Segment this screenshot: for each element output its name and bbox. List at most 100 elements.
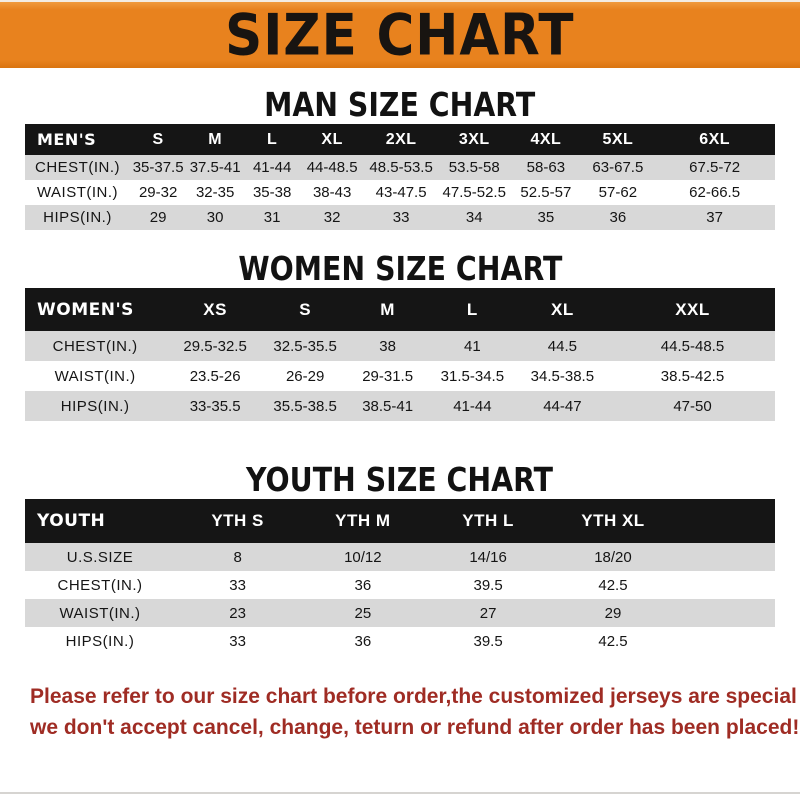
size-cell: 41	[430, 331, 515, 361]
size-cell: 35	[510, 205, 582, 230]
row-label: CHEST(IN.)	[25, 571, 175, 599]
women-header-row: WOMEN'S XS S M L XL XXL	[25, 288, 775, 331]
women-table-label: WOMEN'S	[25, 288, 166, 331]
size-cell: 23	[174, 599, 301, 627]
row-label: WAIST(IN.)	[25, 361, 166, 391]
size-cell: 29.5-32.5	[165, 331, 265, 361]
column-header: 4XL	[510, 124, 582, 155]
footer-note-line2: we don't accept cancel, change, teturn o…	[30, 716, 800, 739]
size-cell: 34	[438, 205, 511, 230]
size-cell: 39.5	[425, 627, 551, 655]
table-row: HIPS(IN.) 29 30 31 32 33 34 35 36 37	[25, 205, 775, 230]
size-cell: 33	[364, 205, 439, 230]
column-header: 5XL	[581, 124, 655, 155]
table-row: WAIST(IN.) 23.5-26 26-29 29-31.5 31.5-34…	[25, 361, 775, 391]
column-header: XS	[165, 288, 265, 331]
size-cell: 58-63	[510, 155, 582, 180]
size-cell: 44.5-48.5	[610, 331, 775, 361]
row-label: HIPS(IN.)	[25, 205, 130, 230]
size-cell: 44-48.5	[300, 155, 364, 180]
size-cell: 62-66.5	[654, 180, 775, 205]
size-cell: 57-62	[581, 180, 655, 205]
size-cell: 37.5-41	[186, 155, 244, 180]
size-cell: 35-37.5	[130, 155, 187, 180]
size-cell: 39.5	[425, 571, 551, 599]
row-label: U.S.SIZE	[25, 543, 175, 571]
table-row: WAIST(IN.) 23 25 27 29	[25, 599, 775, 627]
size-cell: 33	[174, 571, 301, 599]
column-header: YTH XL	[550, 499, 676, 543]
row-label: HIPS(IN.)	[25, 391, 166, 421]
youth-header-row: YOUTH YTH S YTH M YTH L YTH XL	[25, 499, 775, 543]
men-header-row: MEN'S S M L XL 2XL 3XL 4XL 5XL 6XL	[25, 124, 775, 155]
size-cell: 67.5-72	[654, 155, 775, 180]
size-cell: 34.5-38.5	[514, 361, 610, 391]
youth-size-table: YOUTH YTH S YTH M YTH L YTH XL U.S.SIZE …	[25, 499, 775, 655]
column-header: YTH S	[174, 499, 301, 543]
column-header: XL	[300, 124, 364, 155]
column-header: 2XL	[364, 124, 439, 155]
column-header: L	[430, 288, 515, 331]
youth-table-label: YOUTH	[25, 499, 175, 543]
size-cell: 33	[174, 627, 301, 655]
empty-cell	[675, 543, 775, 571]
table-row: HIPS(IN.) 33-35.5 35.5-38.5 38.5-41 41-4…	[25, 391, 775, 421]
youth-heading-text: YOUTH SIZE CHART	[246, 460, 554, 499]
size-cell: 35.5-38.5	[265, 391, 346, 421]
men-section-heading: MAN SIZE CHART	[0, 86, 800, 124]
men-table-label: MEN'S	[25, 124, 130, 155]
column-header: M	[345, 288, 430, 331]
column-header: YTH L	[425, 499, 551, 543]
column-header: XXL	[610, 288, 775, 331]
size-cell: 38.5-41	[345, 391, 430, 421]
table-row: WAIST(IN.) 29-32 32-35 35-38 38-43 43-47…	[25, 180, 775, 205]
empty-cell	[675, 627, 775, 655]
size-cell: 36	[300, 627, 426, 655]
table-row: HIPS(IN.) 33 36 39.5 42.5	[25, 627, 775, 655]
men-heading-text: MAN SIZE CHART	[264, 85, 536, 124]
size-cell: 31.5-34.5	[430, 361, 515, 391]
size-cell: 33-35.5	[165, 391, 265, 421]
table-row: U.S.SIZE 8 10/12 14/16 18/20	[25, 543, 775, 571]
size-cell: 42.5	[550, 571, 676, 599]
banner-title: SIZE CHART	[225, 1, 575, 69]
size-cell: 38.5-42.5	[610, 361, 775, 391]
banner: SIZE CHART	[0, 0, 800, 68]
size-cell: 32	[300, 205, 364, 230]
column-header: S	[130, 124, 187, 155]
size-cell: 44-47	[514, 391, 610, 421]
size-cell: 42.5	[550, 627, 676, 655]
column-header: S	[265, 288, 346, 331]
column-header: XL	[514, 288, 610, 331]
size-cell: 53.5-58	[438, 155, 511, 180]
footer-note-line1: Please refer to our size chart before or…	[30, 685, 800, 708]
column-header: 6XL	[654, 124, 775, 155]
size-cell: 36	[300, 571, 426, 599]
size-cell: 29-31.5	[345, 361, 430, 391]
size-cell: 32.5-35.5	[265, 331, 346, 361]
size-cell: 23.5-26	[165, 361, 265, 391]
column-header: M	[186, 124, 244, 155]
size-cell: 41-44	[430, 391, 515, 421]
women-heading-text: WOMEN SIZE CHART	[237, 249, 563, 288]
size-cell: 10/12	[300, 543, 426, 571]
size-cell: 37	[654, 205, 775, 230]
size-cell: 43-47.5	[364, 180, 439, 205]
size-cell: 38-43	[300, 180, 364, 205]
size-cell: 47-50	[610, 391, 775, 421]
size-cell: 32-35	[186, 180, 244, 205]
size-cell: 27	[425, 599, 551, 627]
table-row: CHEST(IN.) 35-37.5 37.5-41 41-44 44-48.5…	[25, 155, 775, 180]
men-size-table: MEN'S S M L XL 2XL 3XL 4XL 5XL 6XL CHEST…	[25, 124, 775, 230]
size-cell: 18/20	[550, 543, 676, 571]
size-cell: 63-67.5	[581, 155, 655, 180]
size-cell: 14/16	[425, 543, 551, 571]
size-cell: 29	[550, 599, 676, 627]
empty-cell	[675, 571, 775, 599]
empty-cell	[675, 599, 775, 627]
size-cell: 44.5	[514, 331, 610, 361]
footer-note: Please refer to our size chart before or…	[0, 681, 800, 743]
row-label: CHEST(IN.)	[25, 155, 130, 180]
bottom-divider	[0, 792, 800, 794]
